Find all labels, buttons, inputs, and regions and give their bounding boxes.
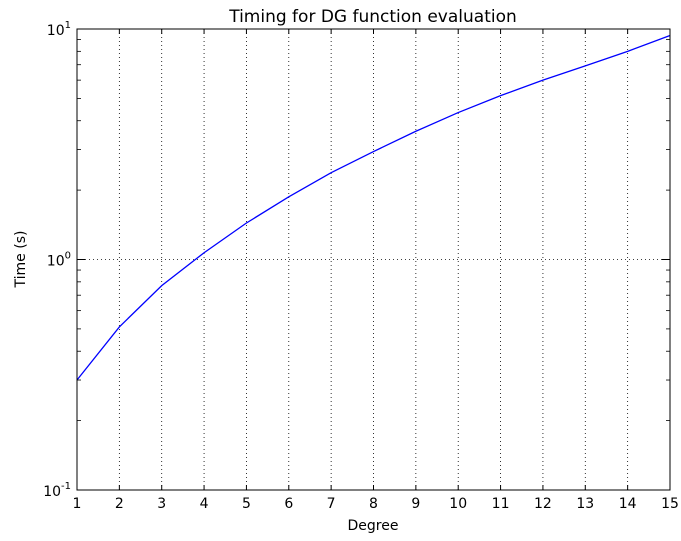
y-tick-label-base: 10 [47, 254, 65, 270]
chart-title: Timing for DG function evaluation [228, 7, 517, 27]
x-tick-label: 8 [369, 496, 378, 512]
y-tick-label-exponent: 0 [65, 251, 71, 262]
x-tick-label: 13 [576, 496, 594, 512]
x-tick-label: 9 [411, 496, 420, 512]
x-tick-label: 12 [534, 496, 552, 512]
x-tick-label: 14 [619, 496, 637, 512]
x-axis-label: Degree [348, 518, 399, 534]
x-tick-label: 15 [661, 496, 679, 512]
y-tick-label: 10-1 [43, 481, 71, 500]
x-tick-label: 10 [449, 496, 467, 512]
y-tick-label-base: 10 [43, 484, 61, 500]
y-tick-label-exponent: -1 [61, 481, 71, 492]
x-tick-label: 6 [284, 496, 293, 512]
y-tick-label-exponent: 1 [65, 20, 71, 31]
y-axis-label: Time (s) [13, 231, 29, 289]
x-tick-label: 11 [492, 496, 510, 512]
series-layer [77, 35, 670, 380]
x-tick-label: 3 [157, 496, 166, 512]
series-line [77, 36, 670, 381]
y-tick-label: 101 [47, 20, 71, 39]
y-tick-label: 100 [47, 251, 71, 270]
x-tick-label: 2 [115, 496, 124, 512]
y-tick-label-base: 10 [47, 23, 65, 39]
x-tick-label: 1 [73, 496, 82, 512]
grid-layer [77, 29, 670, 490]
x-tick-label: 7 [327, 496, 336, 512]
x-tick-label: 4 [200, 496, 209, 512]
x-tick-label: 5 [242, 496, 251, 512]
